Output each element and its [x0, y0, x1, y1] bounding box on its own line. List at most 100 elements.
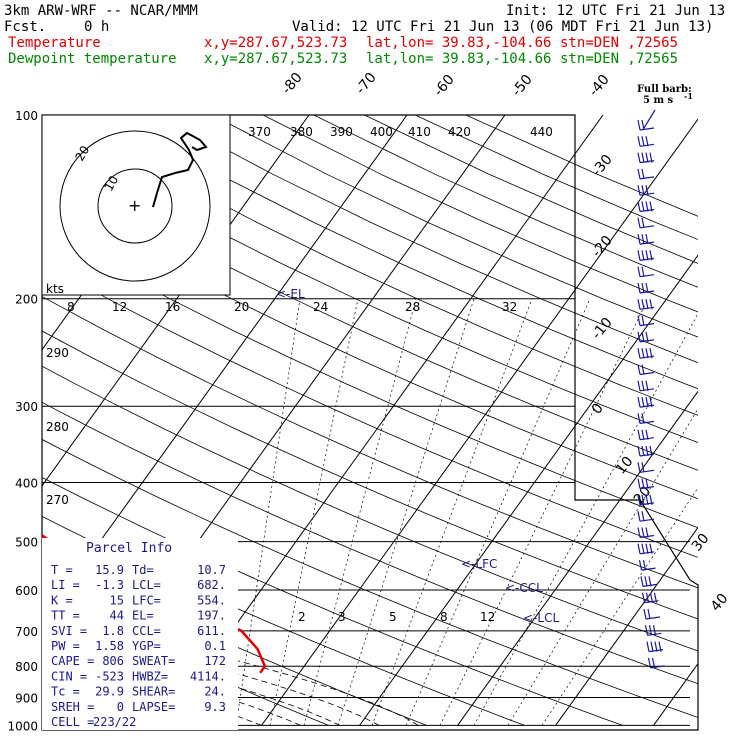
parcel-value: 15.9 — [95, 563, 124, 577]
isotherm-label: -20 — [589, 233, 616, 261]
wind-barb — [647, 657, 665, 669]
wind-barb — [637, 119, 655, 131]
mixing-ratio-label: 20 — [234, 300, 249, 314]
parcel-key: TT = — [51, 609, 80, 623]
parcel-value: 24. — [204, 685, 226, 699]
barb-legend-exponent: -1 — [684, 91, 693, 101]
wind-barb — [640, 576, 658, 587]
mixing-ratio-line — [507, 408, 698, 726]
wind-barb — [637, 445, 655, 457]
wind-barb — [644, 625, 662, 636]
dry-adiabat-line — [42, 365, 698, 652]
isotherm-line — [653, 662, 698, 726]
parcel-value: 197. — [197, 609, 226, 623]
parcel-value: -523 — [95, 669, 124, 683]
theta-label: 390 — [330, 125, 353, 139]
parcel-value: 806 — [102, 654, 124, 668]
parcel-info-title: Parcel Info — [86, 541, 172, 556]
isotherm-label: -30 — [589, 152, 616, 180]
level-annotation: <-EL — [276, 287, 305, 301]
dry-adiabat-line — [42, 229, 698, 529]
hodograph: 10 20 + kts — [41, 114, 231, 296]
wind-barb — [641, 592, 659, 604]
dry-adiabat-line — [364, 115, 698, 264]
moist-adiabat-line — [42, 624, 380, 726]
dry-adiabat-line — [161, 115, 698, 364]
temperature-xy: x,y=287.67,523.73 — [204, 35, 348, 51]
parcel-key: SVI = — [51, 624, 87, 638]
parcel-info-row: PW = 1.58 YGP= 0.1 — [51, 639, 226, 653]
mixing-ratio-label: 28 — [405, 300, 420, 314]
mixing-ratio-label: 12 — [480, 610, 495, 624]
temperature-stn: stn=DEN ,72565 — [560, 35, 679, 51]
parcel-key: HWBZ= — [132, 669, 168, 683]
parcel-value: 223/22 — [93, 715, 136, 729]
parcel-key: LFC= — [132, 593, 161, 607]
parcel-value: 0.1 — [204, 639, 226, 653]
wind-barb — [637, 413, 655, 424]
parcel-key: Tc = — [51, 685, 80, 699]
wind-barb — [637, 494, 655, 506]
pressure-label: 200 — [15, 293, 38, 307]
init-time: Init: 12 UTC Fri 21 Jun 13 — [506, 3, 726, 19]
hodograph-center: + — [128, 196, 141, 215]
level-annotation: <-LFC — [461, 557, 497, 571]
isotherm-label: -80 — [279, 70, 306, 98]
dewpoint-stn: stn=DEN ,72565 — [560, 51, 679, 67]
fcst-value: 0 h — [84, 19, 110, 35]
wind-barb — [637, 136, 655, 147]
mixing-ratio-label: 8 — [440, 610, 448, 624]
parcel-info-row: T = 15.9 Td= 10.7 — [51, 563, 226, 577]
parcel-key: EL= — [132, 609, 154, 623]
isotherm-label: -10 — [589, 315, 616, 343]
dewpoint-xy: x,y=287.67,523.73 — [204, 51, 348, 67]
wind-barb — [637, 152, 655, 164]
mixing-ratio-line — [473, 312, 698, 726]
dry-adiabat-line — [42, 401, 698, 685]
temperature-legend: Temperature — [8, 35, 101, 51]
mixing-ratio-label: 12 — [112, 300, 127, 314]
hodograph-ring-label: 20 — [72, 143, 92, 163]
parcel-key: LCL= — [132, 578, 161, 592]
parcel-info-row: CAPE = 806 SWEAT= 172 — [51, 654, 226, 668]
pressure-label: 300 — [15, 400, 38, 414]
wind-barb — [637, 217, 655, 229]
dry-adiabat-line — [313, 115, 698, 288]
isotherm-label: -70 — [353, 70, 380, 98]
parcel-key: YGP= — [132, 639, 161, 653]
dry-adiabat-line — [42, 295, 698, 589]
hodograph-trace — [152, 131, 208, 208]
mixing-ratio-line — [303, 298, 417, 726]
dewpoint-legend: Dewpoint temperature — [8, 51, 177, 67]
parcel-info-row: CIN = -523 HWBZ= 4114. — [51, 669, 226, 683]
pressure-label: 900 — [15, 691, 38, 705]
parcel-key: K = — [51, 593, 73, 607]
dry-adiabat-line — [42, 438, 698, 718]
wind-barb — [637, 364, 655, 376]
pressure-label: 400 — [15, 476, 38, 490]
barb-legend-value: 5 m s — [643, 95, 674, 106]
dry-adiabat-line — [262, 115, 698, 313]
level-annotation: <-CCL — [505, 581, 543, 595]
parcel-info-panel: Parcel Info T = 15.9 Td= 10.7 LI = -1.3 LCL= 682… — [42, 538, 238, 730]
parcel-info-bg — [42, 538, 238, 730]
mixing-ratio-line — [439, 298, 649, 726]
wind-barb — [637, 315, 655, 327]
theta-label: 270 — [46, 493, 69, 507]
mixing-ratio-label: 8 — [67, 300, 75, 314]
wind-barb — [637, 511, 655, 522]
pressure-label: 600 — [15, 584, 38, 598]
theta-label: 420 — [448, 125, 471, 139]
dry-adiabat-line — [59, 115, 698, 416]
dry-adiabat-line — [110, 115, 698, 390]
parcel-value: 0 — [117, 700, 124, 714]
hodograph-box — [41, 114, 231, 296]
parcel-info-row: SVI = 1.8 CCL= 611. — [51, 624, 226, 638]
wind-barb — [637, 250, 655, 261]
hodograph-ring — [97, 168, 173, 244]
theta-label: 400 — [370, 125, 393, 139]
isotherm-line — [359, 254, 698, 726]
parcel-value: 15 — [110, 593, 124, 607]
wind-barbs: Full barb:5 m s -1 — [637, 84, 693, 669]
wind-barb — [637, 201, 655, 213]
